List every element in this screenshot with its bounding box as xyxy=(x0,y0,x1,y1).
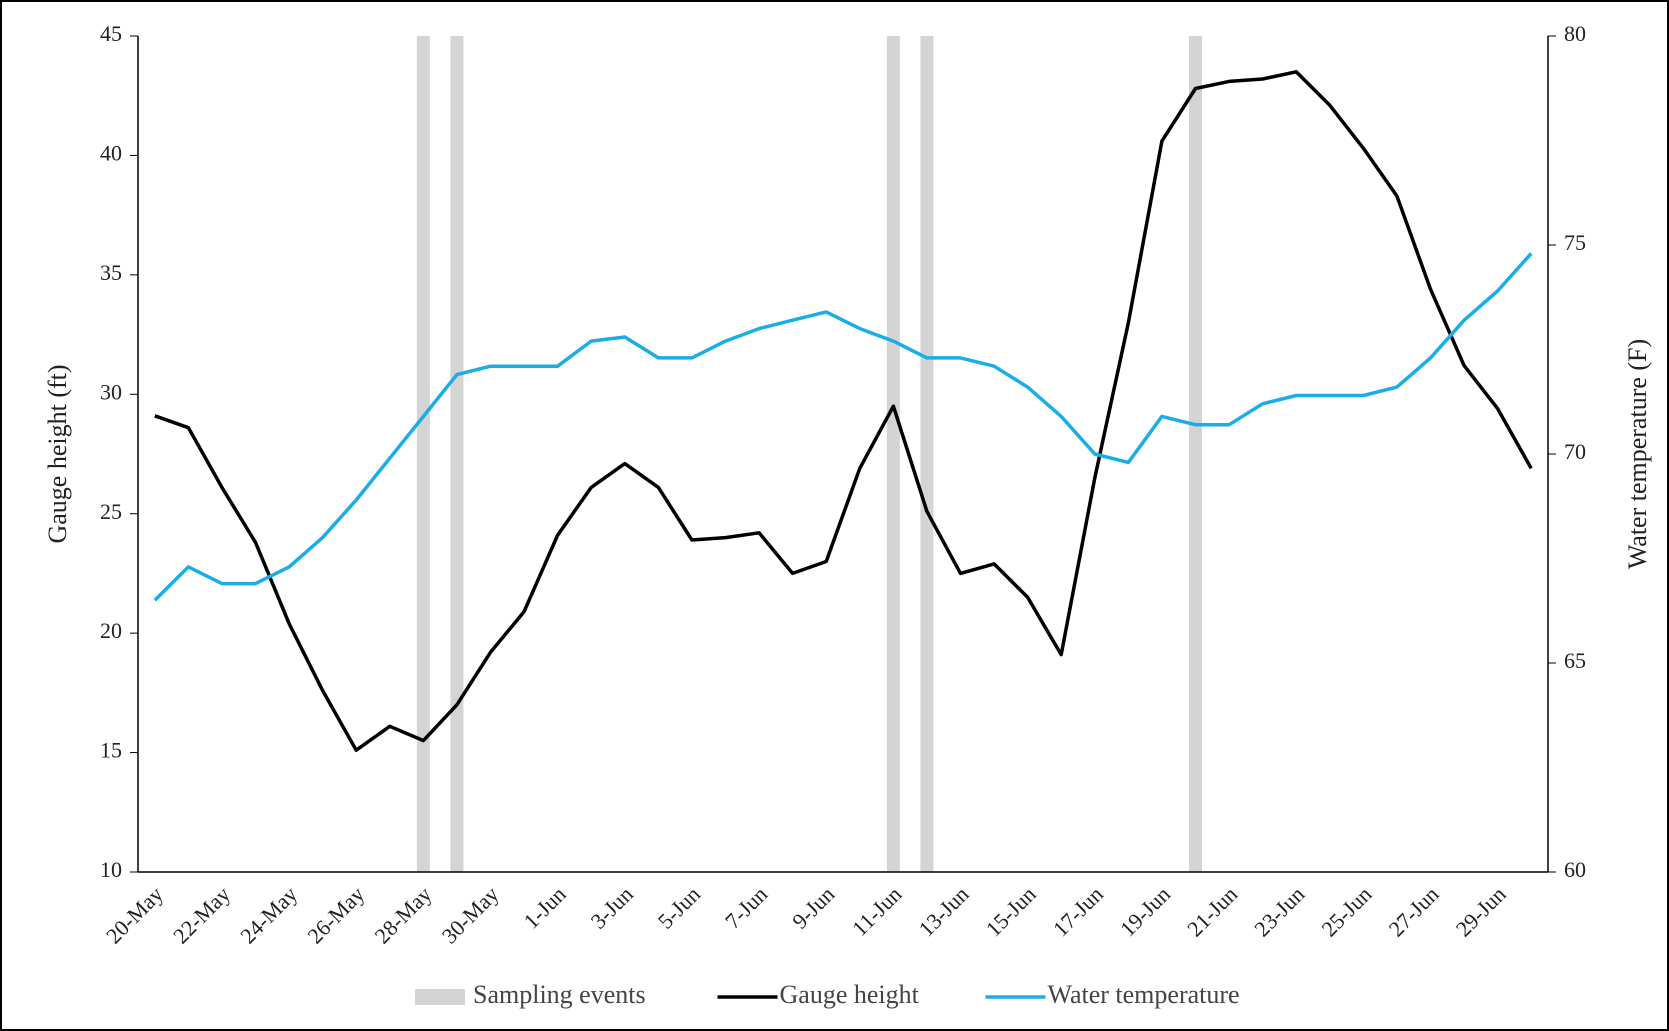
y-tick-label: 15 xyxy=(100,738,122,763)
y-tick-label: 35 xyxy=(100,260,122,285)
y-tick-label: 40 xyxy=(100,140,122,165)
sampling-bar xyxy=(416,36,430,872)
sampling-bar xyxy=(1189,36,1202,872)
sampling-bar xyxy=(920,36,934,872)
y-tick-label: 45 xyxy=(100,21,122,46)
y-tick-label: 10 xyxy=(100,857,122,882)
legend-label: Gauge height xyxy=(780,980,920,1009)
y2-tick-label: 65 xyxy=(1564,648,1586,673)
line-series xyxy=(154,70,1533,752)
sampling-bar xyxy=(450,36,464,872)
y2-tick-label: 60 xyxy=(1564,857,1586,882)
y2-tick-label: 70 xyxy=(1564,439,1586,464)
y-tick-label: 25 xyxy=(100,499,122,524)
y-axis-label: Gauge height (ft) xyxy=(43,364,72,543)
legend-label: Sampling events xyxy=(473,980,646,1009)
y-tick-label: 30 xyxy=(100,379,122,404)
y2-tick-label: 75 xyxy=(1564,230,1586,255)
legend-swatch xyxy=(415,989,465,1005)
y2-tick-label: 80 xyxy=(1564,21,1586,46)
y2-axis-label: Water temperature (F) xyxy=(1623,339,1652,569)
line-series xyxy=(153,252,1533,602)
legend-label: Water temperature xyxy=(1048,980,1240,1009)
y-tick-label: 20 xyxy=(100,618,122,643)
sampling-bar xyxy=(886,36,900,872)
